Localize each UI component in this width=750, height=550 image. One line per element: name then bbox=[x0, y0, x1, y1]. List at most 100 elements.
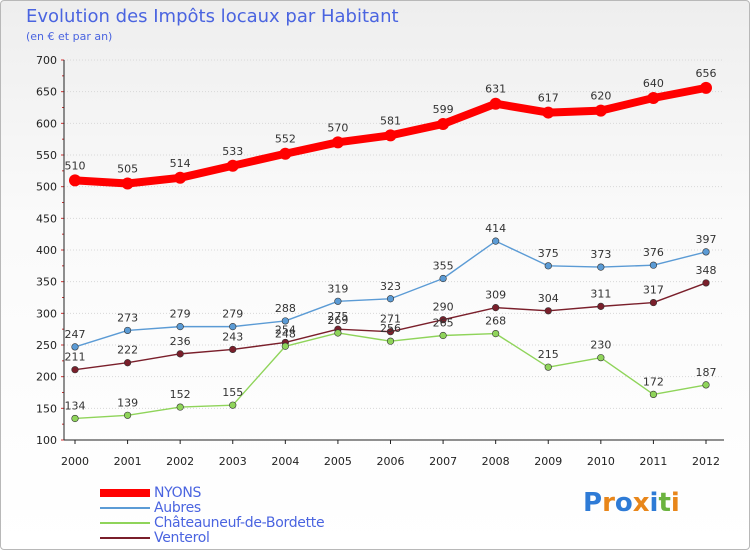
data-point bbox=[492, 330, 500, 338]
data-point bbox=[281, 342, 289, 350]
data-point bbox=[542, 106, 555, 119]
data-label: 514 bbox=[170, 157, 191, 170]
data-label: 288 bbox=[275, 302, 296, 315]
data-label: 620 bbox=[590, 90, 611, 103]
data-point bbox=[123, 326, 132, 335]
data-point bbox=[384, 129, 397, 142]
data-label: 397 bbox=[696, 233, 717, 246]
data-label: 290 bbox=[433, 301, 454, 314]
data-point bbox=[71, 343, 79, 351]
y-tick-label: 550 bbox=[36, 149, 57, 162]
data-label: 375 bbox=[538, 247, 559, 260]
data-label: 248 bbox=[275, 327, 296, 340]
y-tick-label: 150 bbox=[36, 402, 57, 415]
data-label: 243 bbox=[222, 330, 243, 343]
data-label: 275 bbox=[327, 310, 348, 323]
legend-item: Aubres bbox=[100, 500, 324, 516]
y-tick-label: 450 bbox=[36, 212, 57, 225]
data-point bbox=[123, 359, 132, 367]
y-tick-label: 600 bbox=[36, 117, 57, 130]
data-point bbox=[229, 323, 237, 331]
data-point bbox=[69, 174, 81, 187]
data-point bbox=[334, 297, 342, 305]
data-label: 215 bbox=[538, 348, 559, 361]
y-tick-label: 350 bbox=[36, 276, 57, 289]
legend-swatch bbox=[100, 488, 150, 497]
data-label: 273 bbox=[117, 311, 138, 324]
chart-title: Evolution des Impôts locaux par Habitant bbox=[26, 6, 399, 27]
data-point bbox=[386, 328, 395, 336]
data-label: 139 bbox=[117, 396, 138, 409]
data-point bbox=[176, 323, 184, 331]
data-point bbox=[71, 366, 79, 374]
data-point bbox=[439, 316, 447, 324]
data-point bbox=[229, 345, 237, 354]
logo-letter: t bbox=[658, 488, 671, 518]
data-label: 172 bbox=[643, 375, 664, 388]
data-point bbox=[647, 92, 660, 104]
legend-item: Châteauneuf-de-Bordette bbox=[100, 514, 325, 531]
data-point bbox=[544, 363, 552, 371]
data-label: 279 bbox=[222, 308, 243, 321]
logo-letter: i bbox=[649, 488, 659, 518]
y-tick-label: 300 bbox=[36, 307, 57, 320]
x-tick-label: 2005 bbox=[324, 455, 352, 468]
data-label: 599 bbox=[433, 103, 454, 116]
legend-label: NYONS bbox=[154, 484, 202, 501]
data-label: 236 bbox=[170, 335, 191, 348]
data-point bbox=[597, 302, 605, 310]
data-point bbox=[174, 171, 187, 184]
data-label: 533 bbox=[222, 145, 243, 158]
x-tick-label: 2001 bbox=[114, 455, 142, 468]
logo-letter: x bbox=[632, 488, 650, 518]
y-tick-label: 100 bbox=[36, 434, 57, 447]
data-point bbox=[702, 279, 710, 287]
legend-label: Venterol bbox=[154, 529, 210, 546]
data-point bbox=[281, 317, 289, 325]
proxiti-logo: Proxiti bbox=[583, 488, 680, 518]
data-label: 247 bbox=[65, 328, 86, 341]
data-label: 230 bbox=[590, 339, 611, 352]
data-point bbox=[121, 177, 134, 190]
logo-letter: o bbox=[614, 488, 633, 518]
data-label: 414 bbox=[485, 222, 506, 235]
data-label: 319 bbox=[327, 282, 348, 295]
data-label: 134 bbox=[65, 399, 86, 412]
data-point bbox=[594, 104, 607, 117]
data-label: 309 bbox=[485, 289, 506, 302]
logo-letter: r bbox=[602, 488, 615, 518]
data-point bbox=[386, 337, 395, 345]
x-tick-label: 2003 bbox=[219, 455, 247, 468]
axes bbox=[61, 59, 724, 444]
y-tick-label: 650 bbox=[36, 86, 57, 99]
data-point bbox=[331, 136, 344, 149]
data-point bbox=[226, 159, 239, 172]
data-point bbox=[597, 354, 605, 362]
data-point bbox=[123, 411, 132, 419]
data-label: 323 bbox=[380, 280, 401, 293]
data-label: 355 bbox=[433, 260, 454, 273]
data-label: 279 bbox=[170, 308, 191, 321]
data-point bbox=[334, 329, 342, 337]
data-label: 656 bbox=[696, 67, 717, 80]
data-point bbox=[649, 298, 658, 307]
data-label: 348 bbox=[696, 264, 717, 277]
data-point bbox=[700, 81, 712, 94]
data-point bbox=[597, 263, 605, 271]
data-label: 617 bbox=[538, 92, 559, 105]
legend-item: NYONS bbox=[100, 484, 324, 501]
x-tick-label: 2010 bbox=[587, 455, 615, 468]
legend-label: Châteauneuf-de-Bordette bbox=[154, 514, 325, 531]
data-label: 570 bbox=[327, 121, 348, 134]
data-point bbox=[386, 295, 395, 303]
legend: NYONS Aubres Châteauneuf-de-Bordette Venter… bbox=[100, 484, 325, 546]
data-label: 304 bbox=[538, 292, 559, 305]
x-tick-labels: 2000 2001 2002 2003 2004 2005 2006 2007 2008 2009… bbox=[61, 455, 720, 468]
data-point bbox=[439, 331, 447, 340]
data-label: 581 bbox=[380, 114, 401, 127]
x-tick-label: 2004 bbox=[271, 455, 299, 468]
x-tick-label: 2007 bbox=[429, 455, 457, 468]
data-point bbox=[279, 147, 292, 160]
data-point bbox=[176, 403, 184, 411]
